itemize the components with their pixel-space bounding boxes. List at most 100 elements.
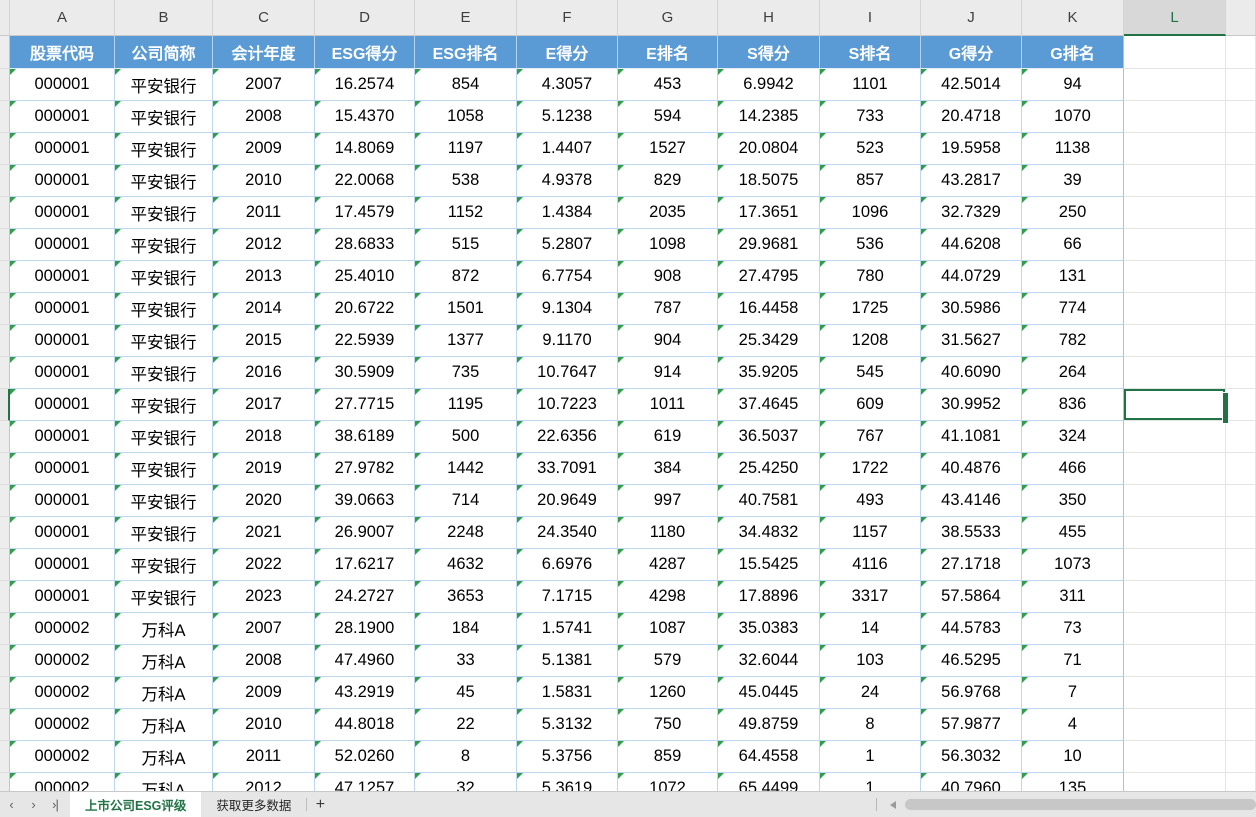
- cell[interactable]: 000001: [10, 581, 115, 613]
- cell[interactable]: 000001: [10, 517, 115, 549]
- cell[interactable]: 000001: [10, 69, 115, 101]
- cell[interactable]: 000001: [10, 549, 115, 581]
- cell[interactable]: 42.5014: [921, 69, 1022, 101]
- sheet-nav-last-button[interactable]: ›|: [52, 797, 59, 812]
- cell[interactable]: 94: [1022, 69, 1124, 101]
- table-header-cell[interactable]: G排名: [1022, 36, 1124, 69]
- cell[interactable]: 767: [820, 421, 921, 453]
- cell[interactable]: 5.2807: [517, 229, 618, 261]
- cell[interactable]: 000002: [10, 741, 115, 773]
- cell[interactable]: 4298: [618, 581, 718, 613]
- column-header-K[interactable]: K: [1022, 0, 1124, 36]
- cell[interactable]: 135: [1022, 773, 1124, 792]
- cell[interactable]: 8: [415, 741, 517, 773]
- cell[interactable]: 5.3756: [517, 741, 618, 773]
- cell[interactable]: 1098: [618, 229, 718, 261]
- cell[interactable]: 43.2817: [921, 165, 1022, 197]
- selected-cell[interactable]: [1124, 389, 1229, 424]
- cell[interactable]: 455: [1022, 517, 1124, 549]
- cell[interactable]: [1226, 549, 1256, 581]
- cell[interactable]: 39.0663: [315, 485, 415, 517]
- cell[interactable]: 4287: [618, 549, 718, 581]
- cell[interactable]: 24.2727: [315, 581, 415, 613]
- cell[interactable]: 997: [618, 485, 718, 517]
- cell[interactable]: 000001: [10, 421, 115, 453]
- column-header-B[interactable]: B: [115, 0, 213, 36]
- cell[interactable]: 1152: [415, 197, 517, 229]
- cell[interactable]: 28.1900: [315, 613, 415, 645]
- cell[interactable]: 1073: [1022, 549, 1124, 581]
- cell[interactable]: 500: [415, 421, 517, 453]
- cell[interactable]: 384: [618, 453, 718, 485]
- cell[interactable]: 311: [1022, 581, 1124, 613]
- cell[interactable]: 33: [415, 645, 517, 677]
- cell[interactable]: 908: [618, 261, 718, 293]
- cell[interactable]: 000002: [10, 709, 115, 741]
- cell[interactable]: 39: [1022, 165, 1124, 197]
- column-header-C[interactable]: C: [213, 0, 315, 36]
- cell[interactable]: 65.4499: [718, 773, 820, 792]
- cell[interactable]: 1.4384: [517, 197, 618, 229]
- cell[interactable]: 2008: [213, 645, 315, 677]
- cell[interactable]: 4: [1022, 709, 1124, 741]
- cell[interactable]: 44.8018: [315, 709, 415, 741]
- cell[interactable]: [1226, 293, 1256, 325]
- cell[interactable]: 18.5075: [718, 165, 820, 197]
- cell[interactable]: 000002: [10, 773, 115, 792]
- cell[interactable]: 7.1715: [517, 581, 618, 613]
- sheet-tab-active[interactable]: 上市公司ESG评级: [70, 792, 202, 817]
- cell[interactable]: 1096: [820, 197, 921, 229]
- cell[interactable]: [1124, 133, 1226, 165]
- row-header-edge[interactable]: [0, 549, 10, 581]
- cell[interactable]: 41.1081: [921, 421, 1022, 453]
- cell[interactable]: 5.3132: [517, 709, 618, 741]
- cell[interactable]: [1226, 229, 1256, 261]
- cell[interactable]: [1124, 229, 1226, 261]
- cell[interactable]: 29.9681: [718, 229, 820, 261]
- cell[interactable]: 17.6217: [315, 549, 415, 581]
- cell[interactable]: 782: [1022, 325, 1124, 357]
- cell[interactable]: 20.6722: [315, 293, 415, 325]
- table-header-cell[interactable]: S得分: [718, 36, 820, 69]
- cell[interactable]: 28.6833: [315, 229, 415, 261]
- cell[interactable]: 15.5425: [718, 549, 820, 581]
- cell[interactable]: 26.9007: [315, 517, 415, 549]
- cell[interactable]: 914: [618, 357, 718, 389]
- cell[interactable]: 859: [618, 741, 718, 773]
- cell[interactable]: [1124, 773, 1226, 792]
- cell[interactable]: 6.6976: [517, 549, 618, 581]
- cell[interactable]: 1011: [618, 389, 718, 421]
- cell[interactable]: 2021: [213, 517, 315, 549]
- cell[interactable]: 38.6189: [315, 421, 415, 453]
- cell[interactable]: 平安银行: [115, 325, 213, 357]
- column-header-L[interactable]: L: [1124, 0, 1226, 36]
- row-header-edge[interactable]: [0, 261, 10, 293]
- cell[interactable]: 000001: [10, 389, 115, 421]
- cell[interactable]: 1070: [1022, 101, 1124, 133]
- cell[interactable]: 000001: [10, 133, 115, 165]
- cell[interactable]: 47.1257: [315, 773, 415, 792]
- scroll-left-arrow-icon[interactable]: [890, 801, 896, 809]
- cell[interactable]: 2035: [618, 197, 718, 229]
- table-header-cell[interactable]: ESG得分: [315, 36, 415, 69]
- cell[interactable]: 1180: [618, 517, 718, 549]
- cell[interactable]: [1124, 261, 1226, 293]
- cell[interactable]: 17.8896: [718, 581, 820, 613]
- table-header-cell[interactable]: ESG排名: [415, 36, 517, 69]
- cell[interactable]: [1226, 453, 1256, 485]
- cell[interactable]: 1195: [415, 389, 517, 421]
- cell[interactable]: 000001: [10, 293, 115, 325]
- cell[interactable]: [1226, 677, 1256, 709]
- cell[interactable]: 14: [820, 613, 921, 645]
- cell[interactable]: [1226, 645, 1256, 677]
- cell[interactable]: 4116: [820, 549, 921, 581]
- cell[interactable]: 774: [1022, 293, 1124, 325]
- cell[interactable]: 609: [820, 389, 921, 421]
- cell[interactable]: [1226, 389, 1256, 421]
- cell[interactable]: 787: [618, 293, 718, 325]
- cell[interactable]: 2018: [213, 421, 315, 453]
- column-header-J[interactable]: J: [921, 0, 1022, 36]
- cell[interactable]: [1124, 549, 1226, 581]
- sheet-nav-prev-button[interactable]: ‹: [9, 797, 13, 812]
- cell[interactable]: 30.9952: [921, 389, 1022, 421]
